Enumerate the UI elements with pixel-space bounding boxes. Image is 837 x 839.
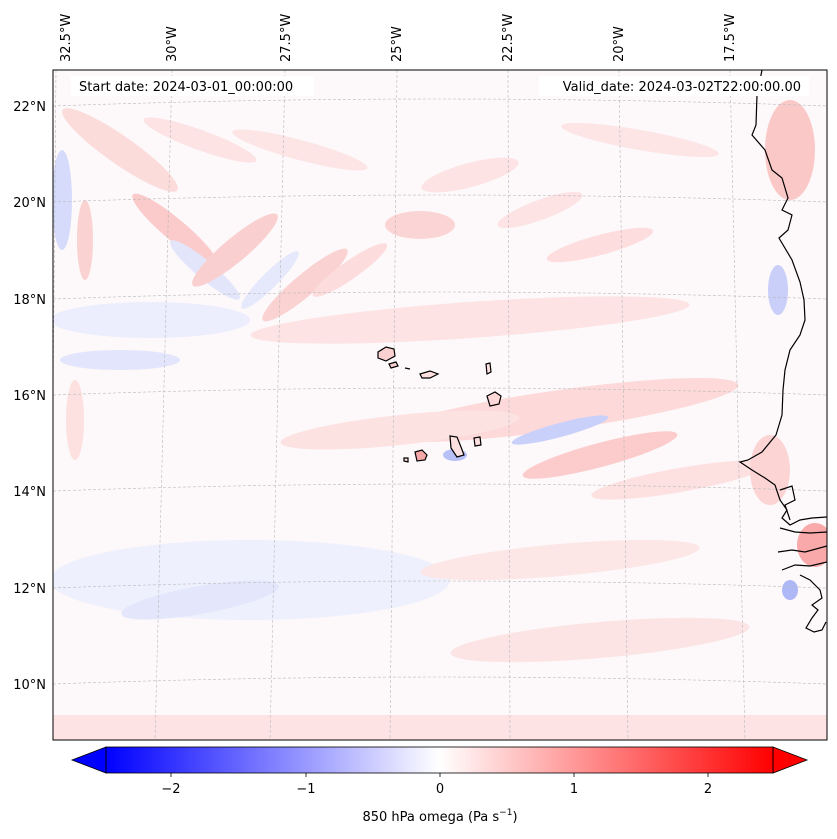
island-sao-vicente [388, 361, 399, 369]
gridline-lat-22 [53, 98, 827, 107]
lat-label-18n: 18°N [13, 293, 46, 308]
colorbar: −2 −1 0 1 2 850 hPa omega (Pa s−1) [70, 746, 809, 825]
cape-verde-islands [377, 346, 502, 463]
island-santiago [449, 435, 465, 458]
latitude-labels: 22°N 20°N 18°N 16°N 14°N 12°N 10°N [13, 100, 46, 693]
map-frame [52, 69, 828, 741]
gridline-lon-22.5 [507, 70, 511, 740]
gridline-lon-25 [389, 70, 398, 740]
annotation-start: Start date: 2024-03-01_00:00:00 [71, 76, 314, 96]
lat-label-12n: 12°N [13, 582, 46, 597]
colorbar-outline [105, 746, 774, 774]
colorbar-tick-label: 1 [570, 782, 578, 797]
colorbar-tick-label: −2 [161, 782, 180, 797]
coastlines [377, 70, 827, 633]
omega-bands-northwest [62, 108, 719, 322]
island-sao-nicolau [419, 370, 440, 379]
island-fogo [414, 449, 428, 462]
lon-label-25w: 25°W [390, 26, 405, 62]
gridline-lon-27.5 [269, 70, 286, 740]
lon-label-22.5w: 22.5°W [501, 14, 516, 62]
gridline-lat-14 [53, 483, 827, 492]
gridline-lon-32.5 [53, 70, 57, 439]
lon-label-27.5w: 27.5°W [279, 14, 294, 62]
omega-field [53, 70, 827, 740]
lon-label-32.5w: 32.5°W [59, 14, 74, 62]
lon-label-17.5w: 17.5°W [723, 14, 738, 62]
omega-south [53, 302, 827, 740]
island-boa-vista [486, 391, 502, 407]
start-date-label: Start date: 2024-03-01_00:00:00 [79, 80, 293, 95]
lat-label-22n: 22°N [13, 100, 46, 115]
island-santa-luzia [404, 367, 411, 370]
lon-label-20w: 20°W [612, 26, 627, 62]
gridline-lon-20 [618, 70, 629, 740]
gridline-lat-20 [53, 194, 827, 203]
omega-west-edge [53, 150, 93, 460]
senegambia-coastline [777, 485, 827, 633]
lat-label-10n: 10°N [13, 678, 46, 693]
colorbar-body [106, 747, 773, 773]
gridline-lon-30 [154, 70, 173, 740]
omega-central-band [250, 296, 769, 500]
gridline-lon-17.5 [729, 70, 746, 740]
colorbar-tick-labels: −2 −1 0 1 2 [161, 782, 712, 797]
colorbar-tick-label: 0 [436, 782, 444, 797]
island-santo-antao [377, 346, 396, 362]
annotation-valid: Valid_date: 2024-03-02T22:00:00.00 [539, 76, 809, 96]
lon-label-30w: 30°W [165, 26, 180, 62]
island-brava [403, 457, 409, 463]
colorbar-label: 850 hPa omega (Pa s−1) [362, 808, 517, 825]
africa-coastline [738, 70, 827, 526]
colorbar-tick-label: 2 [704, 782, 712, 797]
gridlines [53, 70, 827, 740]
island-sal [485, 362, 492, 375]
colorbar-extend-max [772, 746, 809, 774]
lat-label-20n: 20°N [13, 196, 46, 211]
gridline-lat-18 [53, 291, 827, 300]
map-panel: Start date: 2024-03-01_00:00:00 Valid_da… [52, 69, 828, 741]
lat-label-16n: 16°N [13, 389, 46, 404]
longitude-labels: 32.5°W 30°W 27.5°W 25°W 22.5°W 20°W 17.5… [59, 14, 738, 62]
colorbar-tick-marks [170, 773, 709, 777]
lat-label-14n: 14°N [13, 485, 46, 500]
colorbar-tick-label: −1 [296, 782, 315, 797]
valid-date-label: Valid_date: 2024-03-02T22:00:00.00 [563, 80, 801, 95]
gridline-lat-10 [53, 676, 827, 685]
colorbar-extend-min [70, 746, 107, 774]
gridline-lat-12 [53, 580, 827, 589]
island-maio [473, 436, 482, 447]
